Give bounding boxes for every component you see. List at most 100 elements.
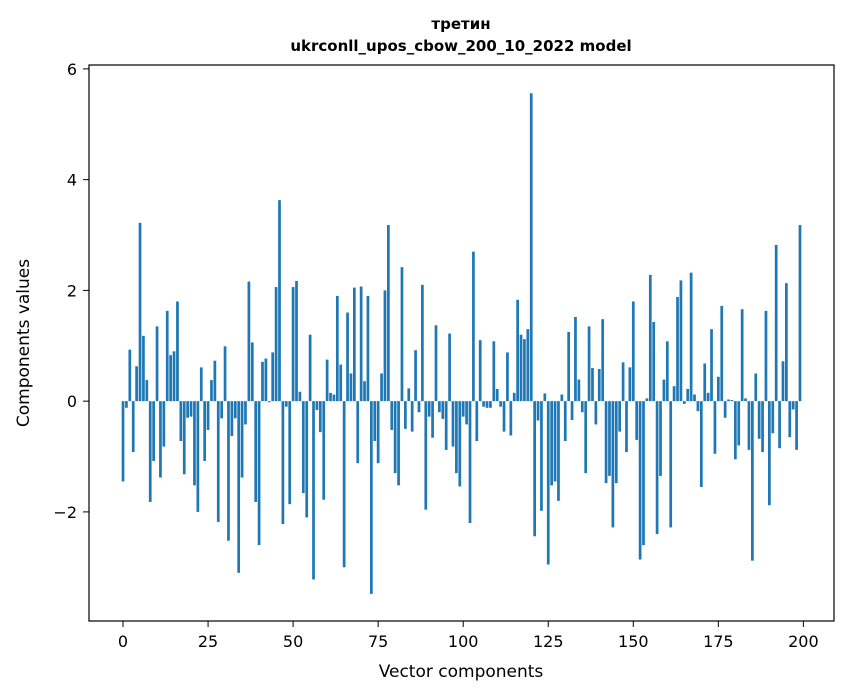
bar-91 [431, 401, 434, 438]
bar-165 [682, 401, 686, 404]
bar-36 [244, 401, 247, 425]
bar-124 [543, 393, 547, 402]
bar-177 [723, 401, 727, 418]
bar-9 [152, 401, 155, 461]
bar-89 [424, 401, 428, 510]
bar-182 [740, 309, 744, 402]
bar-183 [744, 398, 747, 402]
bar-127 [553, 401, 557, 482]
bar-184 [747, 401, 751, 450]
bar-171 [703, 363, 707, 402]
bar-176 [720, 305, 724, 402]
x-tick-label: 25 [198, 632, 218, 651]
bar-137 [587, 326, 591, 402]
bar-179 [730, 400, 734, 402]
bar-170 [699, 401, 703, 487]
bar-40 [257, 401, 261, 546]
bar-79 [390, 401, 394, 430]
bar-24 [203, 401, 207, 461]
bar-50 [291, 287, 295, 402]
bar-168 [693, 394, 696, 402]
bar-33 [233, 401, 237, 419]
bar-87 [417, 401, 421, 413]
bar-98 [455, 401, 458, 474]
bar-111 [499, 401, 502, 407]
bar-45 [274, 287, 278, 402]
bar-20 [189, 401, 193, 417]
bar-159 [662, 379, 666, 402]
bar-81 [397, 401, 400, 486]
y-tick-label: 6 [67, 60, 77, 79]
bars-group [121, 93, 802, 594]
bar-164 [679, 280, 683, 402]
bar-22 [196, 401, 200, 512]
bar-34 [237, 401, 241, 573]
bar-90 [427, 401, 431, 417]
bar-54 [305, 401, 309, 518]
x-tick-label: 175 [703, 632, 734, 651]
bar-19 [186, 401, 190, 418]
bar-163 [676, 297, 679, 402]
bar-59 [322, 401, 326, 500]
bar-140 [597, 369, 601, 402]
bar-162 [672, 386, 676, 402]
bar-148 [625, 401, 628, 453]
bar-126 [550, 401, 554, 486]
bar-151 [635, 401, 639, 440]
bar-139 [594, 401, 598, 425]
bar-146 [618, 401, 622, 432]
bar-141 [601, 319, 605, 402]
bar-6 [142, 335, 145, 402]
bar-120 [529, 93, 533, 402]
bar-123 [540, 401, 543, 511]
bar-21 [193, 401, 196, 486]
bar-154 [645, 398, 649, 402]
bar-29 [220, 401, 224, 419]
bar-8 [148, 401, 152, 502]
x-tick-label: 200 [788, 632, 819, 651]
bar-160 [665, 341, 669, 402]
bar-106 [482, 401, 485, 407]
bar-107 [485, 401, 489, 408]
bar-71 [363, 381, 366, 402]
bar-174 [713, 401, 717, 454]
x-tick-label: 150 [618, 632, 649, 651]
bar-23 [199, 367, 203, 402]
bar-131 [567, 331, 571, 402]
bar-75 [376, 401, 380, 464]
bar-35 [240, 401, 244, 478]
bar-76 [380, 373, 383, 402]
bar-156 [652, 321, 656, 402]
bar-28 [216, 401, 220, 522]
bar-95 [444, 401, 448, 450]
bar-42 [264, 358, 268, 402]
bar-41 [261, 361, 264, 402]
bar-49 [288, 401, 292, 505]
bar-73 [369, 401, 373, 594]
bar-198 [795, 401, 798, 450]
bar-14 [169, 355, 172, 402]
plot-frame [88, 64, 835, 622]
bar-7 [145, 380, 149, 402]
bar-64 [339, 364, 343, 402]
bar-191 [771, 401, 775, 434]
bar-3 [131, 401, 135, 453]
bar-178 [727, 399, 730, 402]
bar-51 [295, 280, 298, 402]
bar-158 [659, 401, 662, 476]
bar-84 [407, 388, 411, 402]
bar-199 [798, 225, 802, 402]
bar-195 [785, 283, 788, 402]
x-tick-label: 125 [533, 632, 564, 651]
bar-26 [210, 380, 213, 402]
bar-103 [472, 251, 475, 402]
bar-117 [519, 334, 523, 402]
bar-166 [686, 388, 690, 402]
bar-11 [159, 401, 162, 478]
bar-80 [393, 401, 397, 474]
bar-110 [495, 388, 499, 402]
bar-102 [468, 401, 472, 523]
bar-167 [689, 272, 693, 402]
bar-60 [325, 359, 329, 402]
bar-161 [669, 401, 673, 528]
